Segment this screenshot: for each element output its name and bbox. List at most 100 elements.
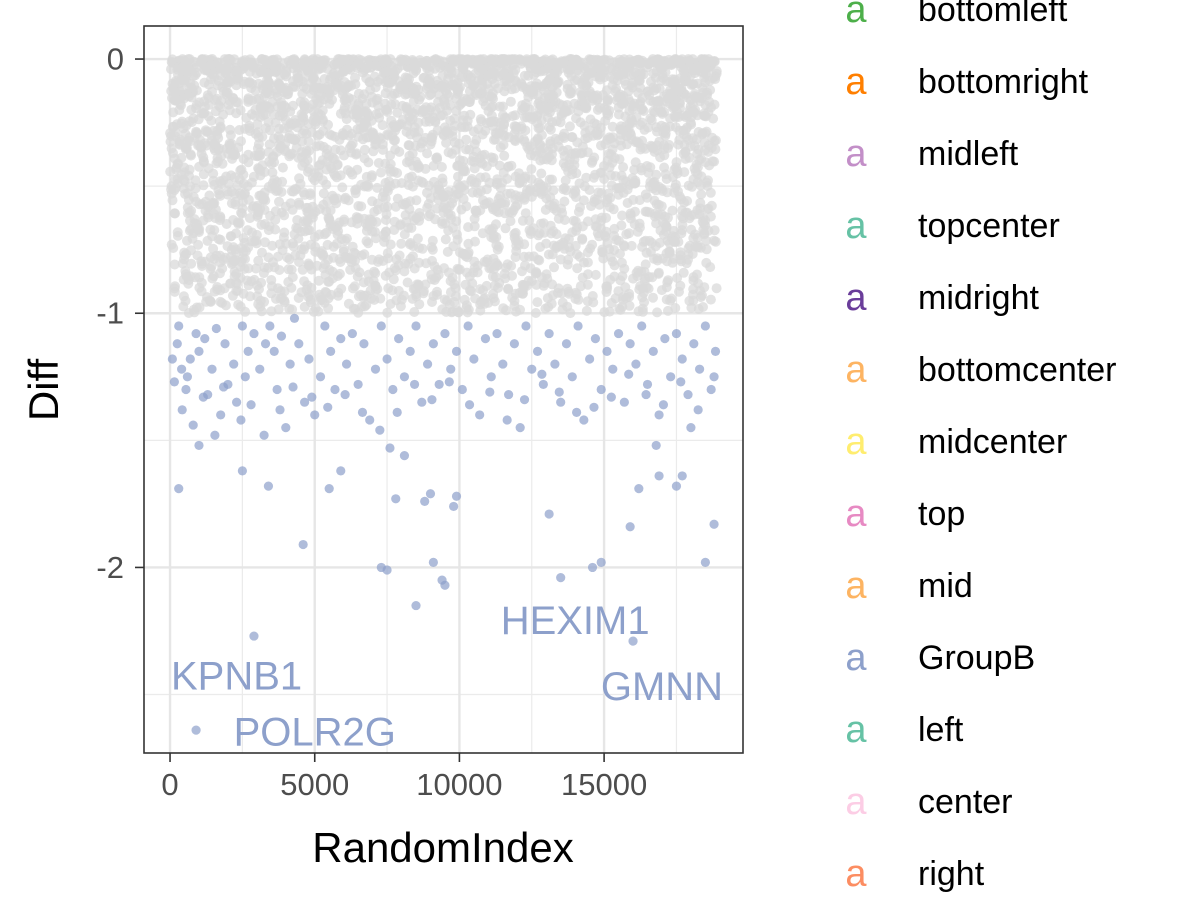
background-point — [356, 201, 367, 212]
background-point — [256, 54, 267, 65]
group-b-point — [326, 346, 336, 356]
background-point — [499, 150, 510, 161]
background-point — [710, 236, 721, 247]
background-point — [620, 282, 631, 293]
background-point — [367, 226, 378, 237]
background-point — [437, 70, 448, 81]
background-point — [438, 94, 449, 105]
group-b-point — [259, 430, 269, 440]
group-b-point — [521, 321, 531, 331]
background-point — [661, 221, 672, 232]
group-b-point — [370, 364, 381, 374]
background-point — [524, 225, 535, 236]
background-point — [267, 167, 278, 178]
background-point — [672, 165, 683, 176]
background-point — [238, 233, 249, 244]
background-point — [509, 229, 520, 239]
background-point — [411, 291, 422, 302]
background-point — [633, 306, 644, 317]
background-point — [527, 114, 538, 125]
background-point — [208, 271, 219, 282]
background-point — [387, 285, 398, 296]
group-b-point — [365, 415, 375, 425]
background-point — [652, 140, 662, 151]
background-point — [301, 145, 312, 156]
group-b-point — [177, 405, 187, 415]
group-b-point — [596, 384, 606, 395]
background-point — [433, 194, 444, 205]
background-point — [477, 129, 488, 140]
background-point — [519, 194, 530, 205]
background-point — [425, 139, 436, 150]
background-point — [499, 268, 510, 279]
background-point — [636, 266, 647, 277]
background-point — [386, 115, 397, 126]
group-b-point — [625, 522, 635, 532]
background-point — [325, 161, 336, 172]
background-point — [416, 176, 427, 187]
group-b-point — [444, 377, 454, 387]
plot-panel-border — [143, 25, 744, 754]
background-point — [260, 237, 270, 248]
background-point — [175, 98, 185, 109]
legend-label: midleft — [918, 135, 1019, 173]
background-point — [328, 241, 339, 252]
group-b-point — [567, 372, 577, 382]
legend-key: a — [845, 205, 867, 247]
background-point — [674, 191, 685, 202]
background-point — [488, 288, 499, 299]
background-point — [385, 150, 396, 161]
background-point — [380, 193, 391, 204]
background-point — [517, 176, 528, 187]
background-point — [255, 295, 266, 306]
x-tick-label: 15000 — [561, 767, 647, 802]
legend-key: a — [845, 565, 867, 607]
group-b-point — [585, 354, 595, 364]
background-point — [495, 182, 506, 193]
background-point — [662, 89, 672, 100]
background-point — [680, 124, 691, 135]
background-point — [253, 255, 264, 266]
background-point — [397, 199, 408, 210]
background-point — [534, 255, 545, 266]
background-point — [185, 181, 196, 192]
background-point — [283, 122, 294, 133]
group-b-point — [590, 334, 601, 344]
background-point — [326, 130, 337, 141]
background-point — [181, 120, 192, 131]
group-b-point — [440, 328, 450, 339]
background-point — [516, 123, 527, 134]
background-point — [349, 281, 360, 292]
group-b-point — [515, 423, 525, 433]
group-b-point — [556, 573, 566, 583]
background-point — [488, 153, 499, 163]
group-b-point — [706, 384, 716, 395]
group-b-point — [677, 354, 687, 364]
background-point — [281, 65, 292, 76]
background-point — [459, 93, 470, 104]
background-point — [422, 148, 433, 159]
background-point — [671, 157, 682, 168]
background-point — [382, 307, 393, 318]
background-point — [370, 133, 381, 144]
background-point — [706, 142, 717, 153]
background-point — [337, 89, 348, 100]
group-b-point — [191, 328, 201, 339]
group-b-point — [216, 410, 226, 420]
group-b-point — [304, 354, 314, 364]
background-point — [389, 216, 400, 227]
background-point — [642, 86, 653, 97]
group-b-point — [298, 539, 308, 550]
background-point — [177, 63, 188, 73]
x-axis-title: RandomIndex — [312, 824, 574, 871]
background-point — [315, 91, 326, 102]
background-point — [699, 228, 710, 238]
background-point — [268, 56, 279, 67]
background-point — [405, 129, 416, 140]
background-point — [210, 138, 221, 149]
background-point — [567, 132, 578, 143]
background-point — [318, 250, 329, 260]
background-point — [627, 82, 638, 93]
background-point — [410, 156, 421, 167]
